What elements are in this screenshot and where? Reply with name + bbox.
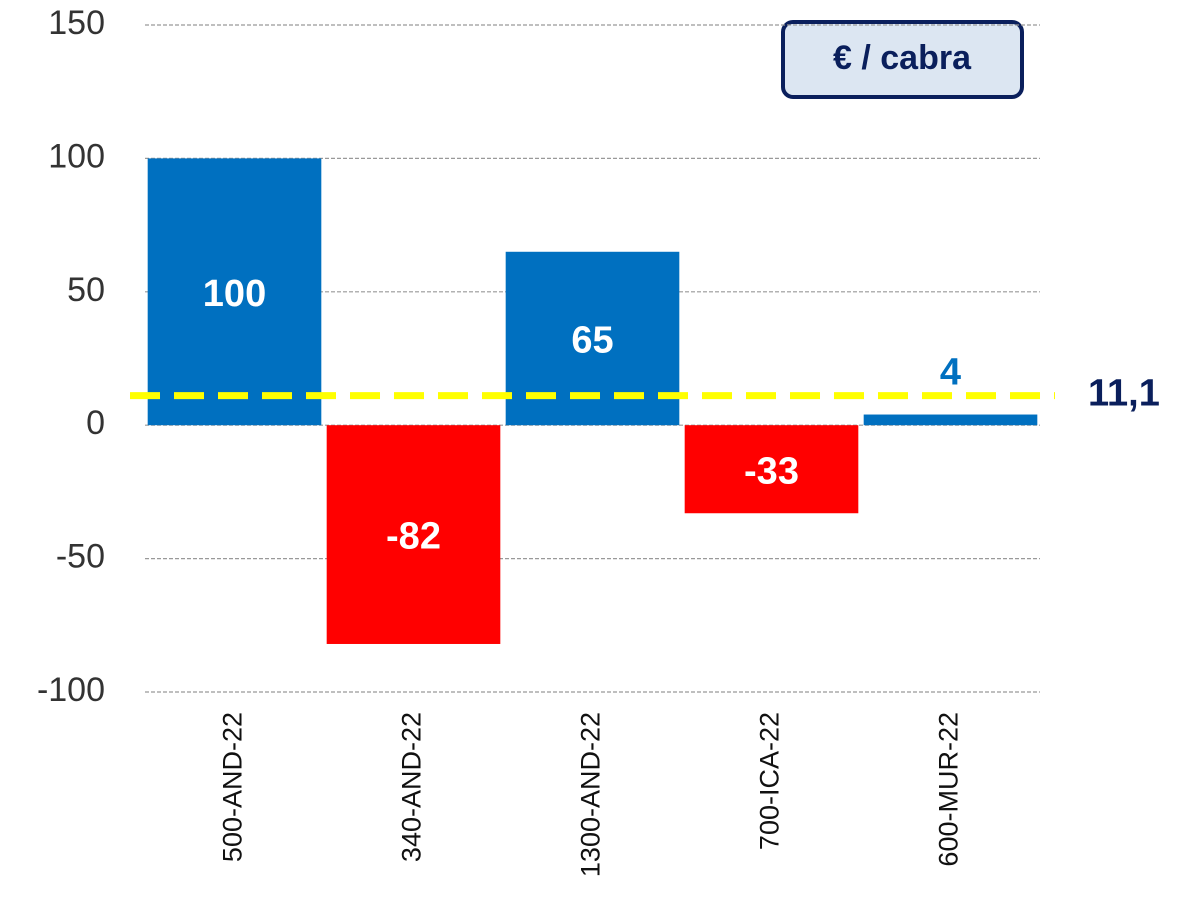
x-tick-label: 700-ICA-22 (755, 712, 785, 850)
y-tick-label: 100 (48, 137, 105, 175)
x-tick-label: 1300-AND-22 (576, 712, 606, 877)
value-label: -33 (744, 450, 799, 492)
y-tick-label: -50 (56, 538, 105, 576)
bar (684, 425, 859, 514)
y-tick-label: 150 (48, 4, 105, 42)
reference-label: 11,1 (1088, 373, 1160, 415)
x-tick-label: 340-AND-22 (397, 712, 427, 862)
value-label: 100 (203, 273, 266, 315)
y-tick-label: -100 (37, 671, 105, 709)
bar (863, 414, 1038, 426)
bar (147, 158, 322, 426)
y-tick-label: 50 (67, 271, 105, 309)
unit-label: € / cabra (833, 39, 972, 77)
x-tick-label: 500-AND-22 (218, 712, 248, 862)
y-tick-label: 0 (86, 404, 105, 442)
value-label: 65 (571, 320, 613, 362)
bar (326, 425, 501, 644)
value-label: -82 (386, 516, 441, 558)
value-label: 4 (940, 352, 961, 394)
unit-box (781, 20, 1024, 99)
x-tick-label: 600-MUR-22 (934, 712, 964, 867)
